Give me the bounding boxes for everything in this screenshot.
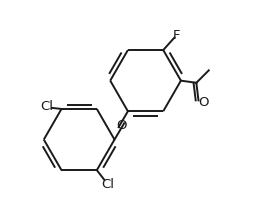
Text: O: O: [116, 119, 126, 132]
Text: Cl: Cl: [102, 178, 114, 191]
Text: O: O: [198, 96, 209, 109]
Text: F: F: [173, 29, 180, 42]
Text: Cl: Cl: [41, 100, 54, 113]
